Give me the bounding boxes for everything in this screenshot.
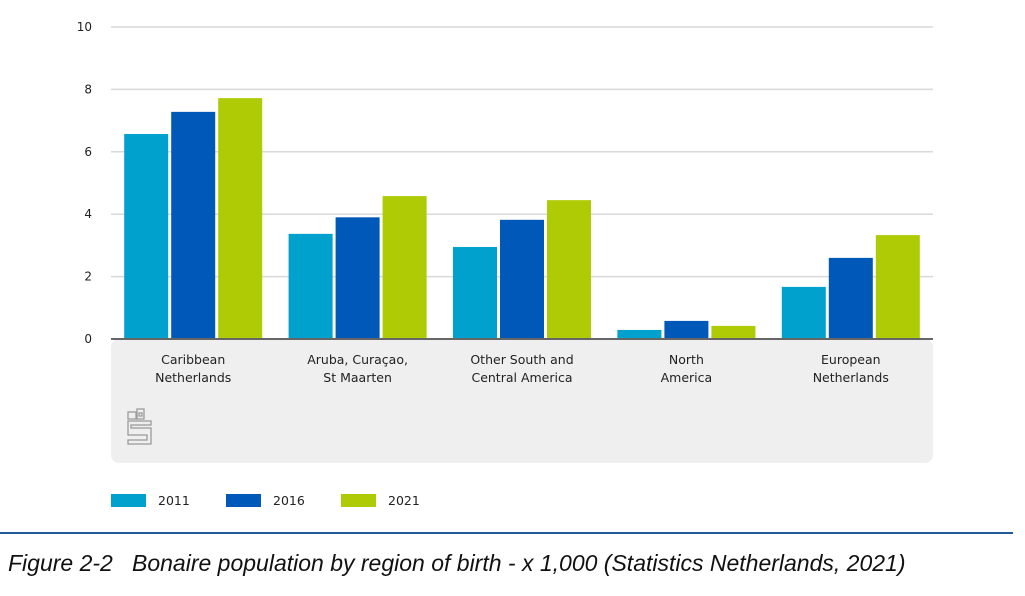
legend: 2011 2016 2021	[111, 493, 420, 508]
bar-2021	[382, 196, 427, 339]
figure-caption: Figure 2-2 Bonaire population by region …	[8, 550, 906, 576]
bar-2021	[711, 325, 756, 339]
bar-2011	[781, 286, 826, 339]
bar-2011	[288, 233, 333, 339]
category-label: Netherlands	[155, 370, 231, 385]
category-label: Other South and	[470, 352, 573, 367]
legend-swatch	[111, 494, 146, 507]
y-tick-label: 6	[84, 145, 92, 159]
bar-2011	[453, 246, 497, 339]
bars	[124, 98, 920, 339]
category-label: America	[661, 370, 713, 385]
category-label: Central America	[471, 370, 572, 385]
bar-2016	[335, 217, 380, 339]
y-tick-label: 10	[77, 20, 92, 34]
category-panel	[111, 339, 933, 463]
category-label: St Maarten	[323, 370, 392, 385]
category-label: North	[669, 352, 704, 367]
bar-2016	[664, 320, 709, 339]
bar-2016	[171, 111, 216, 339]
legend-swatch	[226, 494, 261, 507]
category-labels: Caribbean Netherlands Aruba, Curaçao, St Ma…	[155, 352, 889, 385]
bar-2021	[547, 200, 591, 339]
bar-2016	[500, 219, 544, 339]
category-label: European	[821, 352, 881, 367]
legend-swatch	[341, 494, 376, 507]
bar-2021	[218, 98, 263, 339]
y-tick-label: 8	[84, 82, 92, 96]
legend-item-2016: 2016	[226, 493, 305, 508]
bar-chart: 0 2 4 6 8 10 Caribbean Netherlands Aruba, Curaç…	[77, 20, 933, 508]
caption-rule	[0, 532, 1013, 534]
legend-label: 2016	[273, 493, 305, 508]
bar-2011	[617, 329, 662, 339]
bar-2021	[875, 235, 920, 339]
legend-label: 2011	[158, 493, 190, 508]
legend-item-2021: 2021	[341, 493, 420, 508]
cbs-logo	[127, 408, 152, 445]
y-tick-label: 2	[84, 270, 92, 284]
category-label: Aruba, Curaçao,	[307, 352, 408, 367]
bar-2016	[828, 257, 873, 339]
y-tick-label: 0	[84, 332, 92, 346]
category-label: Netherlands	[813, 370, 889, 385]
legend-label: 2021	[388, 493, 420, 508]
y-axis-ticks: 0 2 4 6 8 10	[77, 20, 92, 346]
y-tick-label: 4	[84, 207, 92, 221]
legend-item-2011: 2011	[111, 493, 190, 508]
bar-2011	[124, 134, 169, 339]
category-label: Caribbean	[161, 352, 225, 367]
